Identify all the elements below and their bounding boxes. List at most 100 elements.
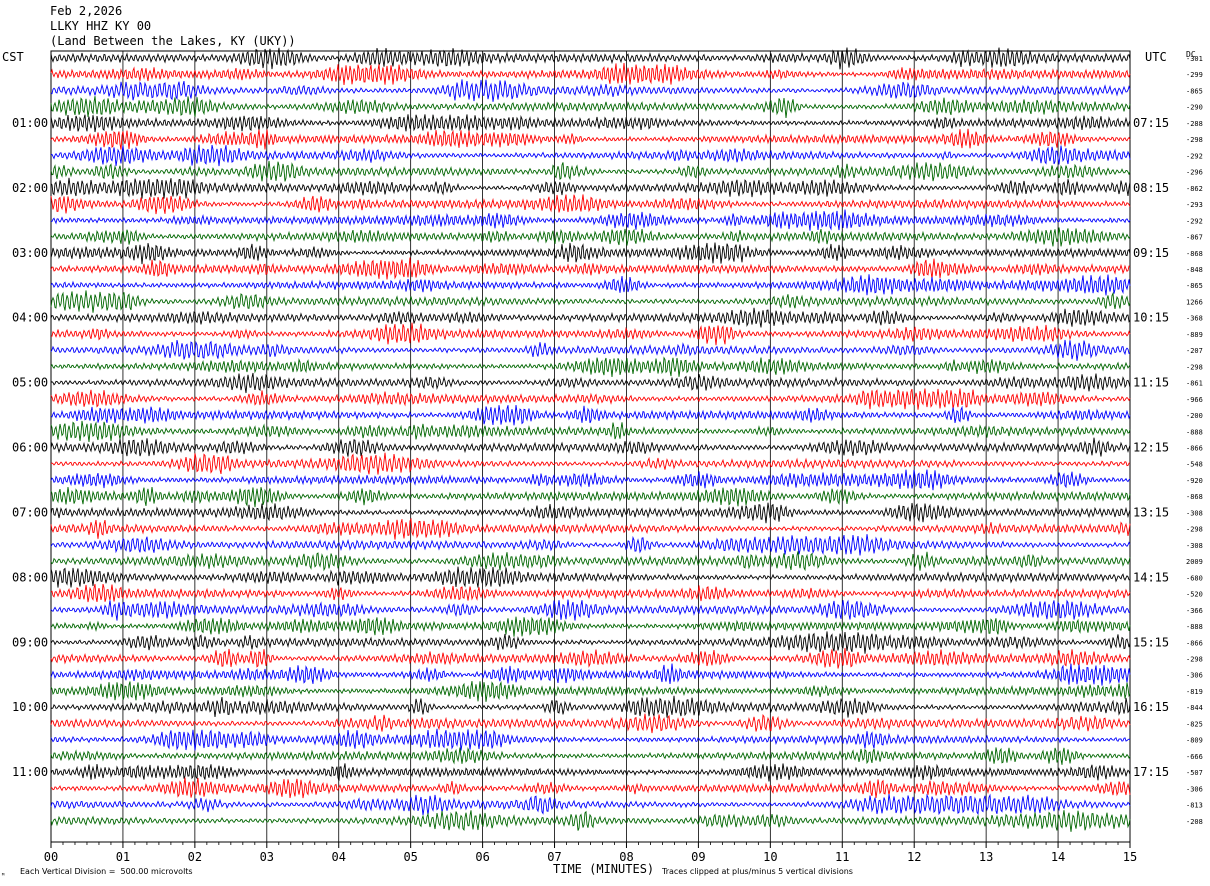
dc-offset-value: -865: [1186, 282, 1203, 290]
x-tick-label: 02: [188, 850, 202, 864]
seismic-trace: [50, 517, 1131, 540]
left-hour-label: 04:00: [12, 311, 48, 325]
seismic-trace: [50, 420, 1131, 442]
x-tick-label: 12: [907, 850, 921, 864]
seismic-trace: [51, 209, 1131, 231]
x-tick-label: 06: [475, 850, 489, 864]
x-tick-label: 08: [619, 850, 633, 864]
left-hour-label: 08:00: [12, 570, 48, 584]
right-hour-label: 16:15: [1133, 700, 1169, 714]
dc-offset-value: -520: [1186, 591, 1203, 599]
dc-offset-value: 2009: [1186, 558, 1203, 566]
seismic-trace: [50, 502, 1131, 524]
dc-offset-value: -200: [1186, 412, 1203, 420]
dc-offset-value: -298: [1186, 655, 1203, 663]
dc-offset-value: -299: [1186, 71, 1203, 79]
dc-offset-value: -290: [1186, 104, 1203, 112]
dc-offset-value: -308: [1186, 542, 1203, 550]
dc-offset-value: -207: [1186, 347, 1203, 355]
right-hour-label: 15:15: [1133, 635, 1169, 649]
seismic-trace: [50, 274, 1131, 296]
seismic-trace: [50, 763, 1131, 782]
left-hour-label: 05:00: [12, 376, 48, 390]
date-label: Feb 2,2026: [50, 4, 123, 18]
seismic-trace: [50, 114, 1131, 133]
seismic-trace: [50, 194, 1131, 215]
seismic-trace: [50, 631, 1131, 654]
seismic-trace: [50, 160, 1131, 182]
x-axis-title: TIME (MINUTES): [553, 862, 655, 876]
x-tick-label: 15: [1123, 850, 1137, 864]
right-hour-label: 07:15: [1133, 116, 1169, 130]
dc-offset-value: -301: [1186, 55, 1203, 63]
seismic-trace: [50, 599, 1131, 621]
dc-offset-values: -301 -299 -865 -290 -288 -298 -292 -296 -862 -293…: [1186, 55, 1203, 826]
x-tick-label: 13: [979, 850, 993, 864]
x-tick-label: 11: [835, 850, 849, 864]
x-tick-label: 09: [691, 850, 705, 864]
dc-offset-value: -288: [1186, 120, 1203, 128]
x-axis: 00 01 02 03 04 05 06 07 08 09 10 11 12 13 14 15: [44, 842, 1137, 864]
seismic-trace: [50, 747, 1131, 765]
right-timezone-label: UTC: [1145, 50, 1167, 64]
dc-offset-value: -298: [1186, 136, 1203, 144]
dc-offset-value: -507: [1186, 769, 1203, 777]
dc-offset-value: -920: [1186, 477, 1203, 485]
seismic-trace: [50, 307, 1131, 328]
x-tick-label: 03: [260, 850, 274, 864]
dc-offset-value: -809: [1186, 737, 1203, 745]
dc-offset-value: -548: [1186, 461, 1203, 469]
seismic-trace: [50, 144, 1131, 167]
logo-mark: ᴹ: [1, 872, 6, 880]
seismic-trace: [50, 290, 1131, 313]
left-hour-label: 07:00: [12, 505, 48, 519]
dc-offset-value: -844: [1186, 704, 1203, 712]
right-hour-label: 17:15: [1133, 765, 1169, 779]
dc-offset-value: 1266: [1186, 298, 1203, 306]
seismic-trace: [50, 388, 1131, 410]
x-tick-label: 07: [547, 850, 561, 864]
dc-offset-value: -292: [1186, 217, 1203, 225]
dc-offset-value: -819: [1186, 688, 1203, 696]
seismic-trace: [50, 695, 1131, 718]
x-tick-label: 04: [332, 850, 346, 864]
seismic-trace: [50, 227, 1131, 247]
right-hour-label: 08:15: [1133, 181, 1169, 195]
left-timezone-label: CST: [2, 50, 24, 64]
seismic-trace: [50, 713, 1131, 734]
seismic-trace: [50, 469, 1131, 491]
x-tick-label: 14: [1051, 850, 1065, 864]
left-hour-label: 02:00: [12, 181, 48, 195]
dc-offset-value: -666: [1186, 753, 1203, 761]
seismic-trace: [50, 437, 1131, 457]
left-hour-label: 01:00: [12, 116, 48, 130]
dc-offset-value: -368: [1186, 315, 1203, 323]
dc-offset-value: -966: [1186, 396, 1203, 404]
seismic-trace: [50, 372, 1131, 394]
dc-offset-value: -825: [1186, 720, 1203, 728]
dc-offset-value: -296: [1186, 169, 1203, 177]
dc-offset-value: -680: [1186, 574, 1203, 582]
right-hour-label: 11:15: [1133, 376, 1169, 390]
seismic-trace: [50, 63, 1131, 86]
seismic-trace: [50, 583, 1131, 603]
seismic-trace: [50, 663, 1131, 686]
left-hour-label: 10:00: [12, 700, 48, 714]
seismic-trace: [50, 452, 1131, 475]
dc-offset-value: -293: [1186, 201, 1203, 209]
seismic-trace: [50, 47, 1131, 70]
seismic-trace: [50, 551, 1131, 572]
seismic-trace: [50, 616, 1131, 637]
right-hour-label: 09:15: [1133, 246, 1169, 260]
seismic-trace: [50, 810, 1131, 832]
dc-offset-value: -298: [1186, 526, 1203, 534]
dc-offset-value: -298: [1186, 363, 1203, 371]
seismic-trace: [50, 681, 1131, 702]
dc-offset-value: -866: [1186, 445, 1203, 453]
dc-offset-value: -888: [1186, 428, 1203, 436]
dc-offset-value: -862: [1186, 185, 1203, 193]
seismic-trace: [50, 728, 1131, 751]
location-label: (Land Between the Lakes, KY (UKY)): [50, 34, 296, 48]
x-tick-label: 01: [116, 850, 130, 864]
